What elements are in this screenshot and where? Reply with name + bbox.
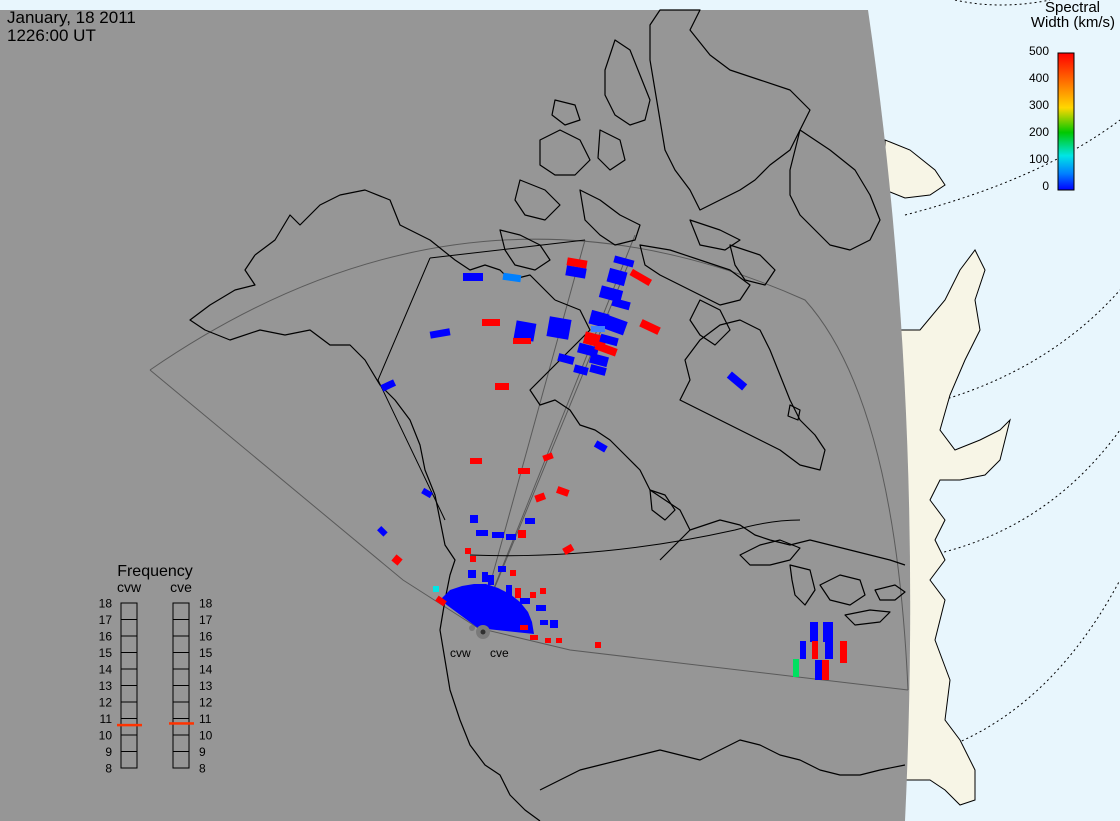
colorbar-tick-200: 200 [1029,125,1049,139]
frequency-scale-label: 16 [99,630,113,644]
frequency-scale-left: 18 17 16 15 14 13 12 11 10 9 8 [99,597,113,776]
radar-site-cve-label: cve [490,646,509,660]
radar-site-markers [469,625,490,639]
scatter-fan [433,548,601,648]
colorbar-tick-300: 300 [1029,98,1049,112]
colorbar-gradient [1057,52,1075,191]
frequency-title: Frequency [117,563,193,580]
map-time: 1226:00 UT [7,26,96,45]
colorbar-tick-0: 0 [1042,179,1049,193]
frequency-scale-label: 10 [199,729,213,743]
map-date: January, 18 2011 [7,8,136,27]
colorbar-title-line2: Width (km/s) [1031,14,1115,31]
night-side [0,10,911,821]
frequency-scale-label: 14 [99,663,113,677]
coastlines [189,189,906,821]
frequency-scale-label: 17 [99,613,113,627]
radar-scatter [377,255,847,680]
colorbar-title-line1: Spectral [1045,0,1100,16]
frequency-scale-label: 15 [199,646,213,660]
frequency-marker-cvw [117,723,142,727]
colorbar-tick-400: 400 [1029,71,1049,85]
arctic-islands [499,9,881,521]
scatter-east [793,622,847,680]
colorbar: Spectral Width (km/s) 500 400 300 200 10… [1029,0,1115,193]
frequency-scale-label: 16 [199,630,213,644]
frequency-scale-label: 18 [99,597,113,611]
frequency-scale-right: 18 17 16 15 14 13 12 11 10 9 8 [199,597,213,776]
frequency-scale-label: 13 [199,679,213,693]
frequency-scale-label: 10 [99,729,113,743]
frequency-scale-label: 13 [99,679,113,693]
frequency-scale-label: 12 [199,696,213,710]
frequency-panel: Frequency cvw cve 18 17 16 15 14 13 12 11 10 9 8 1… [99,563,213,776]
great-lakes [739,539,906,626]
scatter-far [429,255,661,376]
frequency-scale-label: 15 [99,646,113,660]
frequency-scale-label: 9 [105,745,112,759]
frequency-scale-label: 8 [199,762,206,776]
radar-site-cvw-label: cvw [450,646,471,660]
frequency-scale-label: 18 [199,597,213,611]
frequency-marker-cve [169,722,194,725]
radar-site-cvw-marker[interactable] [469,625,475,631]
scatter-mid [377,371,748,566]
frequency-scale-label: 11 [199,712,212,726]
frequency-scale-label: 17 [199,613,213,627]
borders [377,239,801,557]
frequency-radar-cvw-label: cvw [117,579,142,595]
frequency-scale-label: 8 [105,762,112,776]
colorbar-tick-100: 100 [1029,152,1049,166]
colorbar-tick-500: 500 [1029,44,1049,58]
frequency-scale-label: 9 [199,745,206,759]
frequency-scale-label: 12 [99,696,113,710]
frequency-radar-cve-label: cve [170,579,192,595]
frequency-scale-label: 14 [199,663,213,677]
day-land [884,139,1011,806]
frequency-scale-label: 11 [100,712,113,726]
